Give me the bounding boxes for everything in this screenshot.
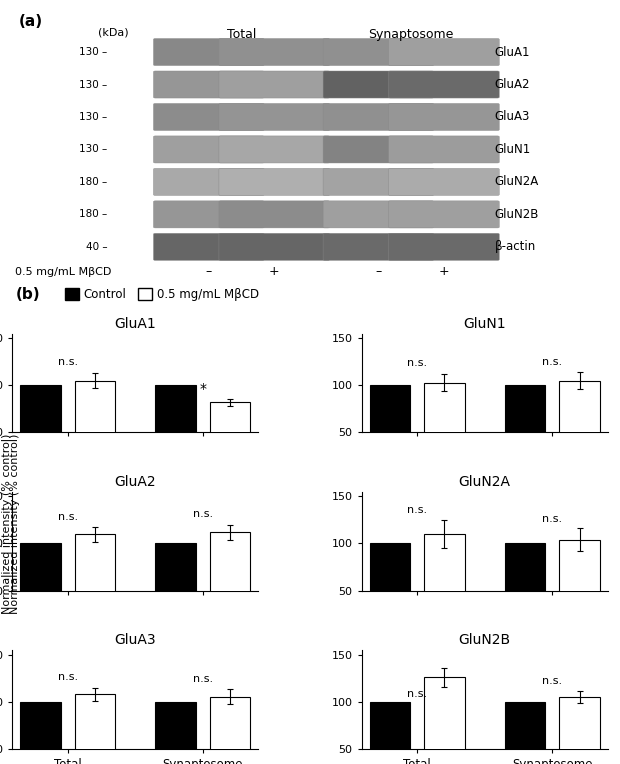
- Text: 130 –: 130 –: [79, 144, 108, 154]
- FancyBboxPatch shape: [323, 71, 434, 98]
- Text: Total: Total: [227, 28, 256, 41]
- Bar: [559, 697, 600, 764]
- Text: –: –: [375, 265, 381, 278]
- FancyBboxPatch shape: [389, 38, 499, 66]
- FancyBboxPatch shape: [154, 168, 264, 196]
- Text: n.s.: n.s.: [407, 505, 427, 515]
- Legend: Control, 0.5 mg/mL MβCD: Control, 0.5 mg/mL MβCD: [60, 283, 264, 306]
- Bar: [20, 701, 61, 764]
- Bar: [156, 701, 195, 764]
- Text: n.s.: n.s.: [58, 357, 78, 367]
- FancyBboxPatch shape: [323, 38, 434, 66]
- FancyBboxPatch shape: [323, 136, 434, 163]
- FancyBboxPatch shape: [323, 201, 434, 228]
- Text: n.s.: n.s.: [193, 674, 213, 684]
- FancyBboxPatch shape: [219, 136, 330, 163]
- Text: n.s.: n.s.: [542, 357, 562, 367]
- FancyBboxPatch shape: [154, 136, 264, 163]
- Bar: [370, 701, 410, 764]
- Bar: [505, 385, 545, 480]
- FancyBboxPatch shape: [154, 38, 264, 66]
- FancyBboxPatch shape: [154, 71, 264, 98]
- FancyBboxPatch shape: [389, 103, 499, 131]
- Text: 180 –: 180 –: [79, 209, 108, 219]
- Text: Normalized intensity (% control): Normalized intensity (% control): [2, 433, 12, 613]
- FancyBboxPatch shape: [389, 233, 499, 261]
- FancyBboxPatch shape: [219, 201, 330, 228]
- Text: GluA3: GluA3: [495, 111, 530, 124]
- Title: GluN2B: GluN2B: [459, 633, 511, 647]
- Text: +: +: [269, 265, 280, 278]
- Bar: [156, 385, 195, 480]
- FancyBboxPatch shape: [154, 233, 264, 261]
- Bar: [425, 534, 464, 638]
- Text: GluN2B: GluN2B: [495, 208, 539, 221]
- FancyBboxPatch shape: [389, 71, 499, 98]
- Bar: [559, 539, 600, 638]
- Text: 0.5 mg/mL MβCD: 0.5 mg/mL MβCD: [16, 267, 112, 277]
- Text: n.s.: n.s.: [407, 358, 427, 368]
- Text: 180 –: 180 –: [79, 177, 108, 187]
- FancyBboxPatch shape: [323, 168, 434, 196]
- FancyBboxPatch shape: [323, 103, 434, 131]
- Title: GluN2A: GluN2A: [459, 475, 511, 489]
- Text: (b): (b): [16, 286, 40, 302]
- Bar: [425, 677, 464, 764]
- FancyBboxPatch shape: [389, 201, 499, 228]
- Text: 40 –: 40 –: [86, 242, 108, 252]
- FancyBboxPatch shape: [154, 201, 264, 228]
- Text: GluN1: GluN1: [495, 143, 531, 156]
- Text: n.s.: n.s.: [58, 512, 78, 522]
- Title: GluN1: GluN1: [463, 317, 506, 331]
- Bar: [210, 697, 250, 764]
- Text: (a): (a): [19, 15, 43, 30]
- Bar: [20, 543, 61, 638]
- FancyBboxPatch shape: [219, 103, 330, 131]
- Title: GluA2: GluA2: [115, 475, 156, 489]
- FancyBboxPatch shape: [219, 38, 330, 66]
- Bar: [210, 533, 250, 638]
- Text: –: –: [206, 265, 212, 278]
- Text: n.s.: n.s.: [193, 509, 213, 519]
- Text: 130 –: 130 –: [79, 79, 108, 89]
- FancyBboxPatch shape: [389, 168, 499, 196]
- Text: *: *: [200, 382, 206, 396]
- Bar: [370, 385, 410, 480]
- Text: Synaptosome: Synaptosome: [368, 28, 454, 41]
- Text: 130 –: 130 –: [79, 47, 108, 57]
- Title: GluA1: GluA1: [115, 317, 156, 331]
- Text: +: +: [438, 265, 450, 278]
- Text: GluA2: GluA2: [495, 78, 530, 91]
- Bar: [505, 543, 545, 638]
- FancyBboxPatch shape: [323, 233, 434, 261]
- Bar: [75, 534, 115, 638]
- Text: n.s.: n.s.: [58, 672, 78, 682]
- Bar: [210, 403, 250, 480]
- Bar: [370, 543, 410, 638]
- Text: GluA1: GluA1: [495, 46, 530, 59]
- FancyBboxPatch shape: [389, 136, 499, 163]
- FancyBboxPatch shape: [219, 233, 330, 261]
- Bar: [559, 380, 600, 480]
- Text: (kDa): (kDa): [99, 28, 129, 38]
- Text: n.s.: n.s.: [542, 675, 562, 685]
- Bar: [505, 701, 545, 764]
- FancyBboxPatch shape: [154, 103, 264, 131]
- Bar: [425, 383, 464, 480]
- Bar: [75, 694, 115, 764]
- Title: GluA3: GluA3: [115, 633, 156, 647]
- Text: GluN2A: GluN2A: [495, 176, 539, 189]
- FancyBboxPatch shape: [219, 71, 330, 98]
- Text: n.s.: n.s.: [407, 689, 427, 699]
- Text: β-actin: β-actin: [495, 241, 536, 254]
- Bar: [156, 543, 195, 638]
- Text: Normalized intensity (% control): Normalized intensity (% control): [11, 433, 20, 613]
- Bar: [75, 380, 115, 480]
- Text: n.s.: n.s.: [542, 513, 562, 524]
- FancyBboxPatch shape: [219, 168, 330, 196]
- Bar: [20, 385, 61, 480]
- Text: 130 –: 130 –: [79, 112, 108, 122]
